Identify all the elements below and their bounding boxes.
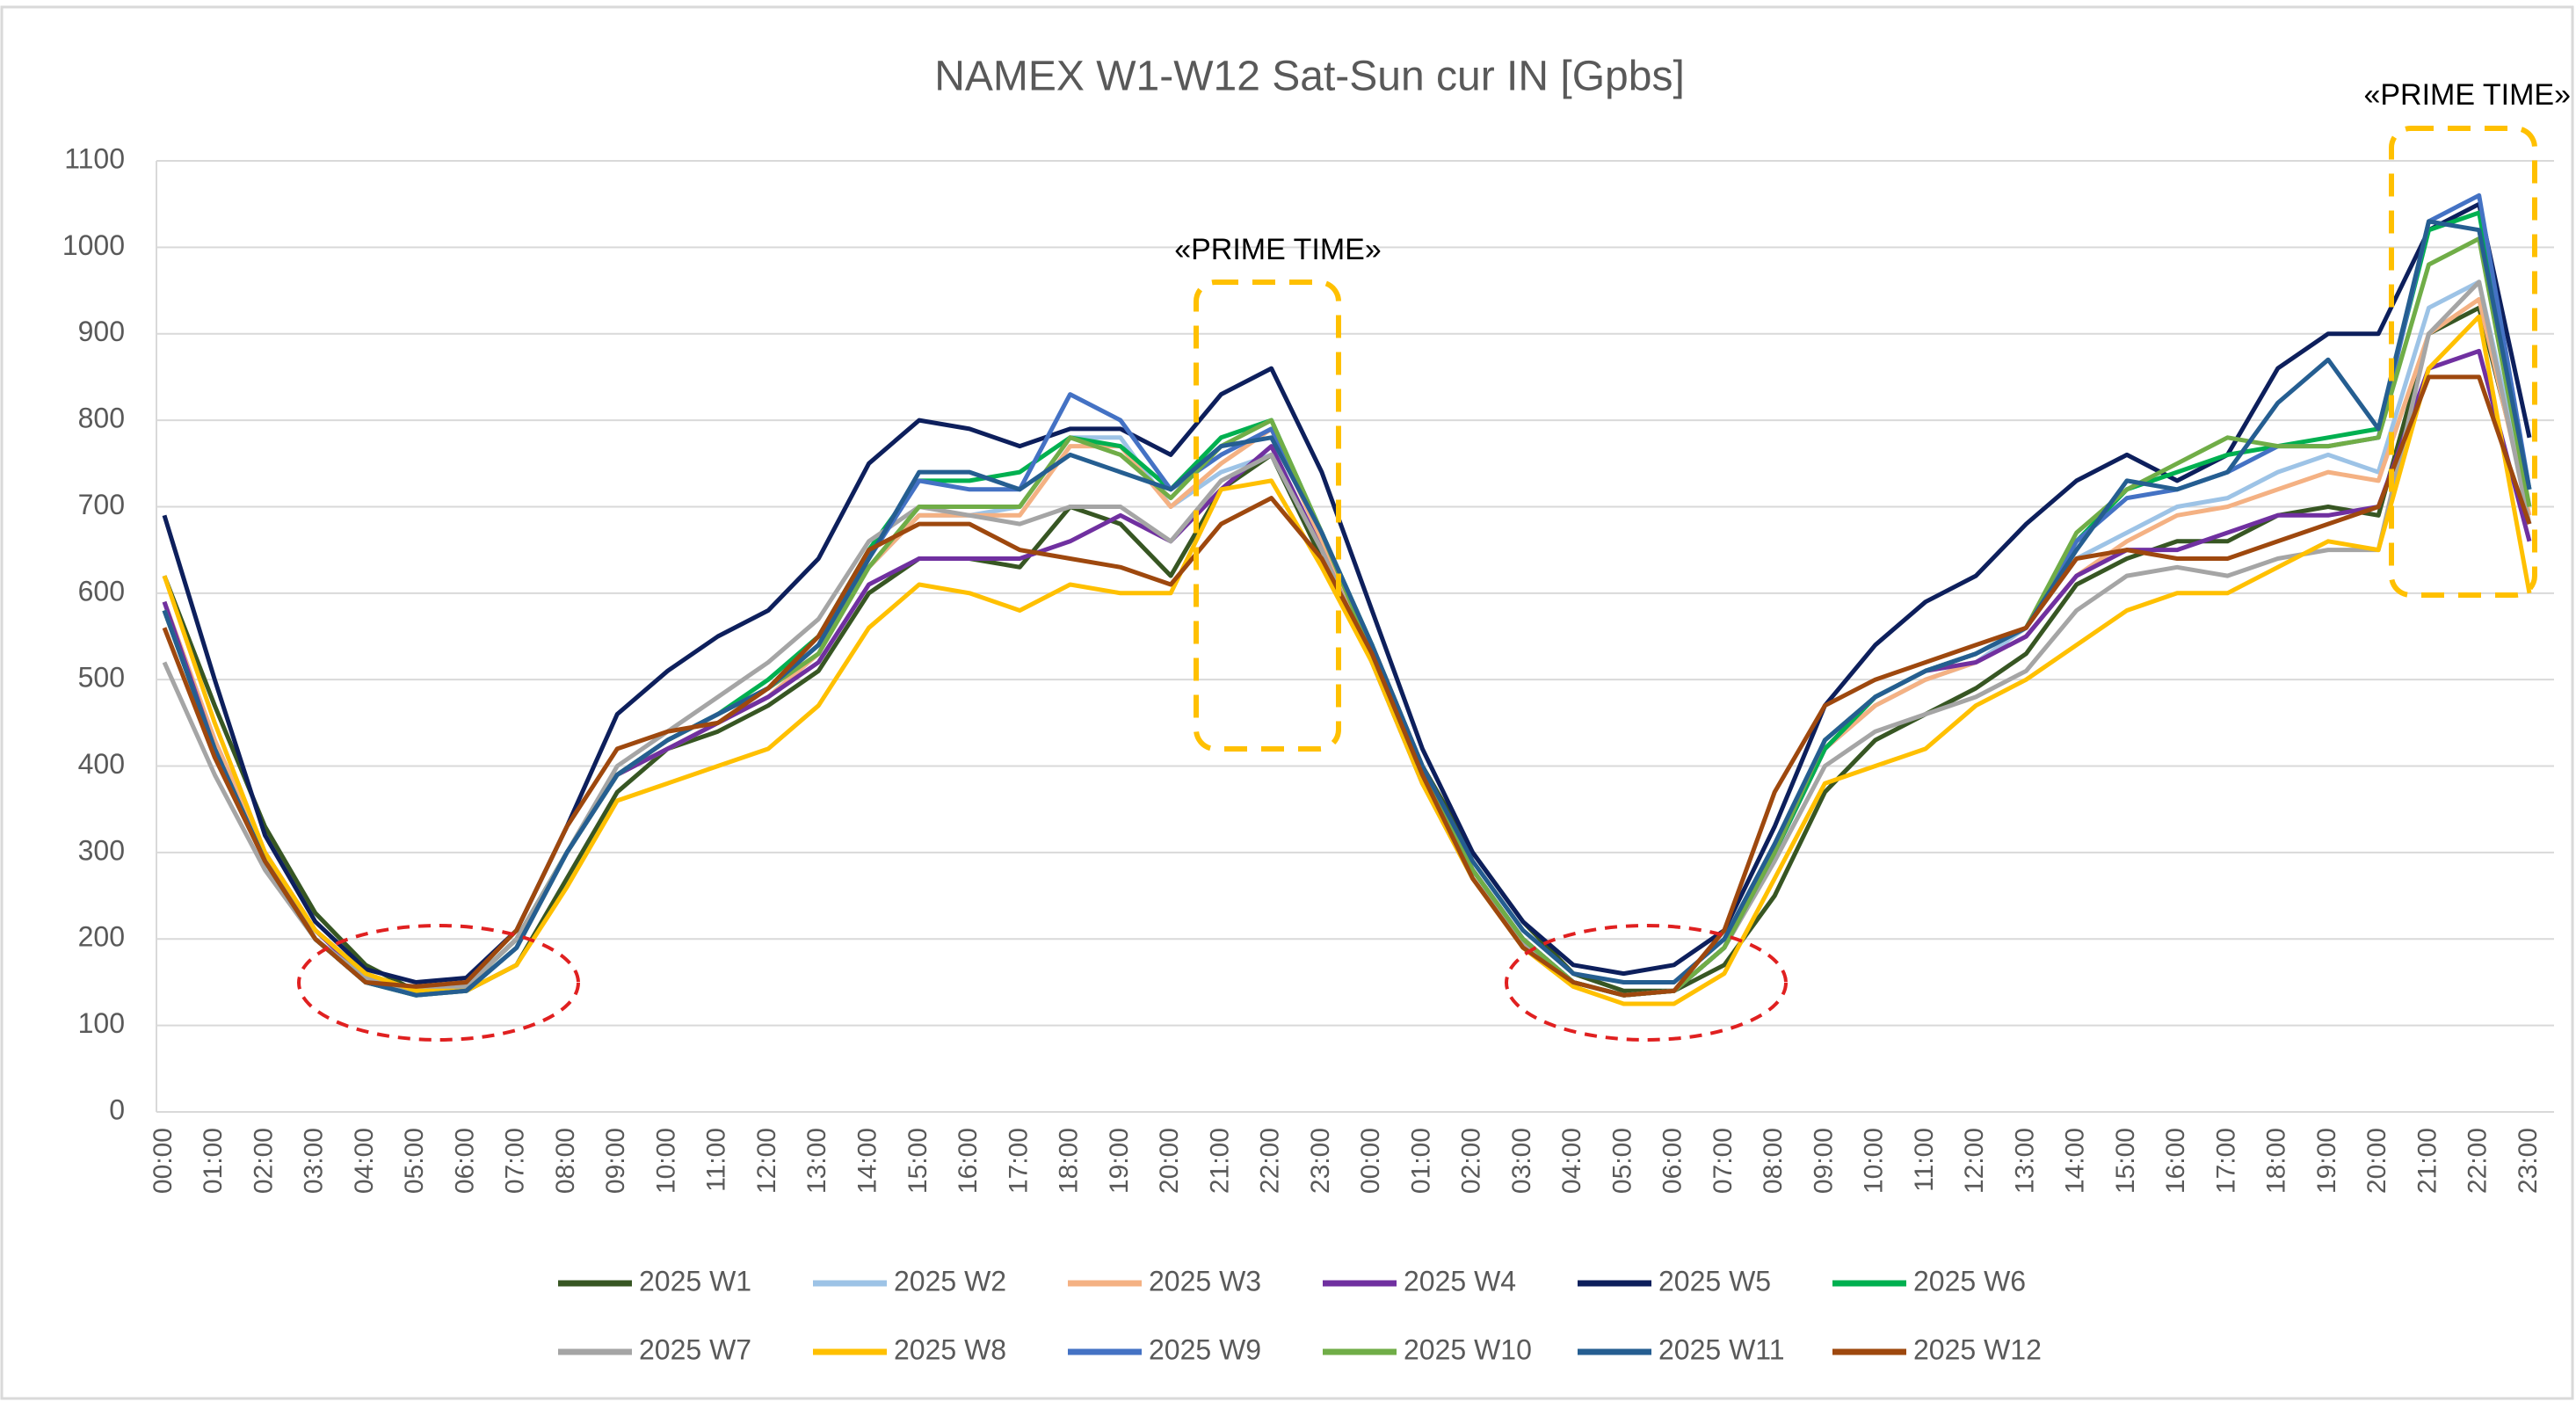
chart-title: NAMEX W1-W12 Sat-Sun cur IN [Gpbs]: [934, 54, 1685, 100]
legend-label: 2025 W12: [1913, 1333, 2042, 1365]
highlight-box: [1194, 280, 1341, 752]
series-line: [162, 314, 2532, 1006]
x-tick-label: 18:00: [1055, 1128, 1084, 1194]
y-tick-label: 100: [78, 1007, 125, 1039]
x-tick-label: 07:00: [1709, 1128, 1738, 1194]
x-tick-label: 07:00: [501, 1128, 530, 1194]
legend: 2025 W1 2025 W2 2025 W3 2025 W4 2025 W5 2025 …: [558, 1265, 2042, 1365]
x-tick-label: 12:00: [1960, 1128, 1989, 1194]
legend-label: 2025 W9: [1149, 1333, 1261, 1365]
x-tick-label: 16:00: [954, 1128, 983, 1194]
legend-label: 2025 W10: [1404, 1333, 1532, 1365]
legend-label: 2025 W2: [894, 1265, 1006, 1297]
x-tick-label: 10:00: [1860, 1128, 1889, 1194]
series-line: [162, 374, 2532, 998]
x-tick-label: 03:00: [1507, 1128, 1536, 1194]
legend-label: 2025 W7: [639, 1333, 751, 1365]
x-tick-label: 20:00: [2362, 1128, 2391, 1194]
legend-label: 2025 W1: [639, 1265, 751, 1297]
y-tick-label: 800: [78, 403, 125, 434]
y-tick-label: 400: [78, 748, 125, 780]
y-tick-label: 600: [78, 575, 125, 607]
x-tick-label: 13:00: [2010, 1128, 2039, 1194]
y-tick-label: 900: [78, 316, 125, 347]
x-tick-label: 12:00: [752, 1128, 781, 1194]
y-tick-label: 700: [78, 489, 125, 520]
y-tick-label: 300: [78, 834, 125, 866]
y-tick-label: 1100: [64, 142, 125, 174]
highlight-ellipse: [1505, 924, 1788, 1042]
y-tick-label: 0: [109, 1093, 125, 1125]
x-tick-label: 15:00: [2111, 1128, 2140, 1194]
x-tick-label: 22:00: [2464, 1128, 2493, 1194]
x-tick-label: 11:00: [1910, 1128, 1939, 1192]
x-tick-label: 03:00: [300, 1128, 329, 1194]
x-tick-label: 14:00: [2061, 1128, 2090, 1194]
x-tick-label: 13:00: [802, 1128, 831, 1194]
legend-label: 2025 W3: [1149, 1265, 1261, 1297]
x-tick-label: 21:00: [2413, 1128, 2442, 1194]
plot-lines: [162, 193, 2532, 1006]
x-tick-label: 06:00: [450, 1128, 479, 1194]
highlight-ellipse: [297, 924, 580, 1042]
x-tick-label: 09:00: [1809, 1128, 1838, 1194]
x-tick-label: 02:00: [249, 1128, 278, 1194]
legend-label: 2025 W6: [1913, 1265, 2026, 1297]
x-tick-label: 08:00: [551, 1128, 580, 1194]
x-tick-label: 01:00: [1406, 1128, 1435, 1194]
x-tick-label: 23:00: [1306, 1128, 1335, 1194]
x-tick-label: 08:00: [1759, 1128, 1788, 1194]
x-tick-label: 18:00: [2262, 1128, 2291, 1194]
x-tick-label: 20:00: [1155, 1128, 1184, 1194]
x-tick-label: 11:00: [702, 1128, 731, 1192]
x-tick-label: 23:00: [2514, 1128, 2543, 1194]
x-tick-label: 00:00: [149, 1128, 178, 1194]
x-tick-label: 17:00: [1004, 1128, 1033, 1194]
annotation: «PRIME TIME»: [2363, 78, 2571, 112]
x-tick-label: 14:00: [853, 1128, 882, 1194]
x-tick-label: 19:00: [2312, 1128, 2341, 1194]
legend-label: 2025 W4: [1404, 1265, 1516, 1297]
x-tick-label: 01:00: [199, 1128, 228, 1194]
x-tick-label: 02:00: [1457, 1128, 1486, 1194]
y-tick-label: 500: [78, 662, 125, 694]
x-tick-label: 15:00: [903, 1128, 932, 1194]
x-tick-label: 21:00: [1205, 1128, 1234, 1194]
x-tick-label: 10:00: [651, 1128, 680, 1194]
x-tick-label: 05:00: [1607, 1128, 1636, 1194]
x-tick-label: 04:00: [1557, 1128, 1586, 1194]
chart-border: [0, 5, 2574, 1400]
x-tick-label: 17:00: [2211, 1128, 2240, 1194]
y-tick-label: 1000: [62, 229, 125, 261]
x-tick-label: 06:00: [1658, 1128, 1687, 1194]
series-line: [162, 219, 2532, 998]
legend-label: 2025 W11: [1658, 1333, 1785, 1365]
x-tick-label: 05:00: [400, 1128, 429, 1194]
y-tick-label: 200: [78, 921, 125, 953]
x-tick-label: 00:00: [1356, 1128, 1385, 1194]
grid: 0 100 200 300 400 500 600 700 800 900 1000 1100 00:0…: [62, 142, 2554, 1194]
legend-label: 2025 W8: [894, 1333, 1006, 1365]
x-tick-label: 19:00: [1105, 1128, 1134, 1194]
x-tick-label: 09:00: [601, 1128, 630, 1194]
annotation: «PRIME TIME»: [1174, 233, 1382, 266]
highlight-box: [2389, 126, 2537, 598]
x-tick-label: 22:00: [1256, 1128, 1285, 1194]
x-tick-label: 16:00: [2161, 1128, 2190, 1194]
legend-label: 2025 W5: [1658, 1265, 1771, 1297]
x-tick-label: 04:00: [350, 1128, 379, 1194]
